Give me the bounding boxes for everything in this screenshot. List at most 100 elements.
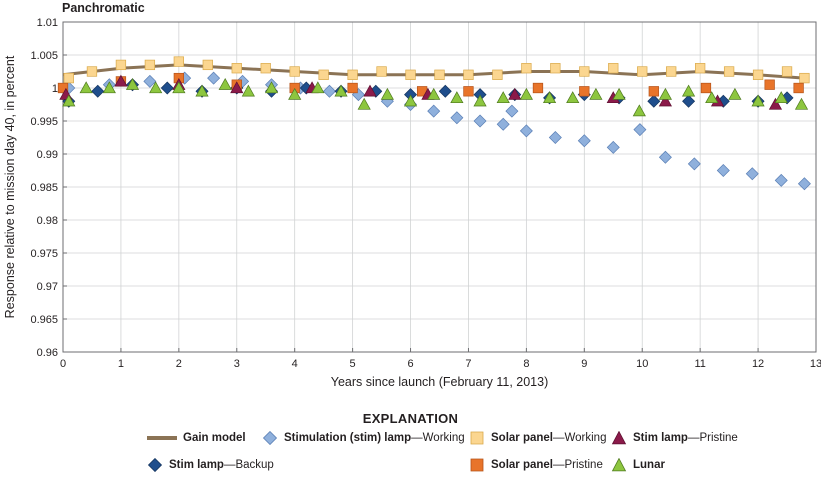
legend-item-lunar: Lunar: [611, 457, 665, 472]
x-tick-label: 1: [118, 358, 124, 370]
y-tick-label: 0.965: [30, 314, 58, 326]
point-solar-panel-pristine: [793, 82, 804, 94]
y-tick-label: 0.96: [37, 347, 58, 359]
legend-label-main: Gain model: [183, 432, 246, 445]
point-lunar: [79, 81, 93, 94]
legend-swatch: [262, 430, 278, 446]
point-lunar: [751, 94, 765, 107]
x-tick-label: 12: [752, 358, 764, 370]
point-stimulation-stim-lamp-working: [774, 173, 788, 187]
point-solar-panel-working: [666, 66, 677, 77]
point-stimulation-stim-lamp-working: [505, 104, 519, 118]
point-solar-panel-pristine: [579, 86, 590, 97]
point-stimulation-stim-lamp-working: [207, 71, 221, 85]
point-lunar: [241, 84, 255, 97]
x-axis-label: Years since launch (February 11, 2013): [331, 375, 549, 389]
point-stimulation-stim-lamp-working: [658, 150, 672, 164]
point-stim-lamp-pristine: [363, 84, 377, 97]
y-tick-label: 0.985: [30, 182, 58, 194]
point-stimulation-stim-lamp-working: [687, 157, 701, 171]
legend-item-stim-lamp-backup: Stim lamp—Backup: [147, 457, 274, 473]
point-solar-panel-working: [144, 59, 156, 71]
y-tick-label: 1.005: [30, 50, 58, 62]
x-tick-label: 4: [292, 358, 298, 370]
point-lunar: [681, 84, 696, 97]
point-solar-panel-working: [173, 56, 184, 67]
point-solar-panel-pristine: [648, 86, 659, 97]
point-lunar: [403, 94, 418, 107]
legend-label-main: Solar panel: [491, 432, 553, 445]
legend-item-stim-lamp-pristine: Stim lamp—Pristine: [611, 430, 738, 445]
point-solar-panel-working: [376, 66, 387, 77]
legend-label-main: Lunar: [633, 459, 665, 472]
point-solar-panel-working: [86, 66, 98, 77]
point-solar-panel-working: [434, 69, 445, 80]
point-stimulation-stim-lamp-working: [450, 111, 464, 125]
x-tick-label: 8: [523, 358, 529, 370]
x-tick-label: 6: [407, 358, 413, 370]
point-stim-lamp-pristine: [768, 97, 783, 110]
legend-swatch: [611, 457, 627, 472]
point-stimulation-stim-lamp-working: [577, 134, 591, 148]
point-solar-panel-working: [781, 66, 793, 77]
point-solar-panel-working: [231, 63, 242, 74]
point-stimulation-stim-lamp-working: [797, 177, 811, 191]
point-stimulation-stim-lamp-working: [716, 164, 730, 177]
point-lunar: [427, 87, 441, 100]
point-lunar: [311, 81, 325, 94]
point-lunar: [658, 87, 672, 100]
legend-label-qualifier: —Working: [553, 432, 607, 445]
point-lunar: [632, 104, 646, 117]
point-solar-panel-working: [260, 63, 271, 74]
point-solar-panel-working: [492, 69, 503, 80]
point-stim-lamp-pristine: [658, 94, 672, 107]
point-stim-lamp-backup: [160, 81, 174, 95]
point-stim-lamp-backup: [682, 94, 696, 108]
x-tick-label: 9: [581, 358, 587, 370]
legend-label-qualifier: —Backup: [223, 459, 274, 472]
point-solar-panel-working: [799, 72, 810, 84]
point-lunar: [728, 87, 742, 100]
legend-swatch: [147, 436, 177, 440]
y-tick-label: 0.995: [30, 116, 58, 128]
point-stim-lamp-pristine: [508, 87, 522, 100]
point-stim-lamp-backup: [647, 94, 661, 108]
point-stimulation-stim-lamp-working: [519, 124, 533, 138]
legend-label-qualifier: —Working: [411, 432, 465, 445]
point-solar-panel-working: [723, 66, 735, 77]
point-solar-panel-working: [63, 72, 74, 84]
legend-item-stimulation-stim-lamp-working: Stimulation (stim) lamp—Working: [262, 430, 465, 446]
point-solar-panel-pristine: [57, 82, 69, 94]
point-lunar: [450, 91, 464, 104]
x-tick-label: 5: [350, 358, 356, 370]
point-stimulation-stim-lamp-working: [322, 84, 336, 98]
point-solar-panel-working: [579, 66, 590, 77]
x-tick-label: 10: [636, 358, 648, 370]
point-stimulation-stim-lamp-working: [473, 114, 487, 128]
point-solar-panel-pristine: [463, 86, 474, 97]
legend-item-solar-panel-working: Solar panel—Working: [469, 431, 606, 445]
point-lunar: [794, 97, 809, 110]
point-stimulation-stim-lamp-working: [496, 117, 510, 131]
legend-label-main: Stim lamp: [633, 432, 688, 445]
x-tick-label: 2: [176, 358, 182, 370]
point-stimulation-stim-lamp-working: [633, 123, 647, 137]
point-lunar: [102, 81, 116, 94]
point-solar-panel-pristine: [532, 82, 544, 94]
legend-swatch: [470, 431, 484, 445]
point-lunar: [705, 91, 719, 104]
point-stimulation-stim-lamp-working: [143, 74, 157, 88]
point-solar-panel-working: [289, 66, 300, 77]
y-tick-label: 0.98: [37, 215, 58, 227]
plot-border: [62, 21, 817, 353]
point-solar-panel-pristine: [764, 79, 775, 90]
y-tick-label: 1: [52, 83, 58, 95]
point-solar-panel-pristine: [700, 82, 712, 94]
point-lunar: [195, 84, 209, 97]
point-lunar: [589, 87, 603, 100]
y-axis-label: Response relative to mission day 40, in …: [3, 55, 17, 318]
point-lunar: [542, 91, 557, 104]
legend-label-main: Stim lamp: [169, 459, 224, 472]
